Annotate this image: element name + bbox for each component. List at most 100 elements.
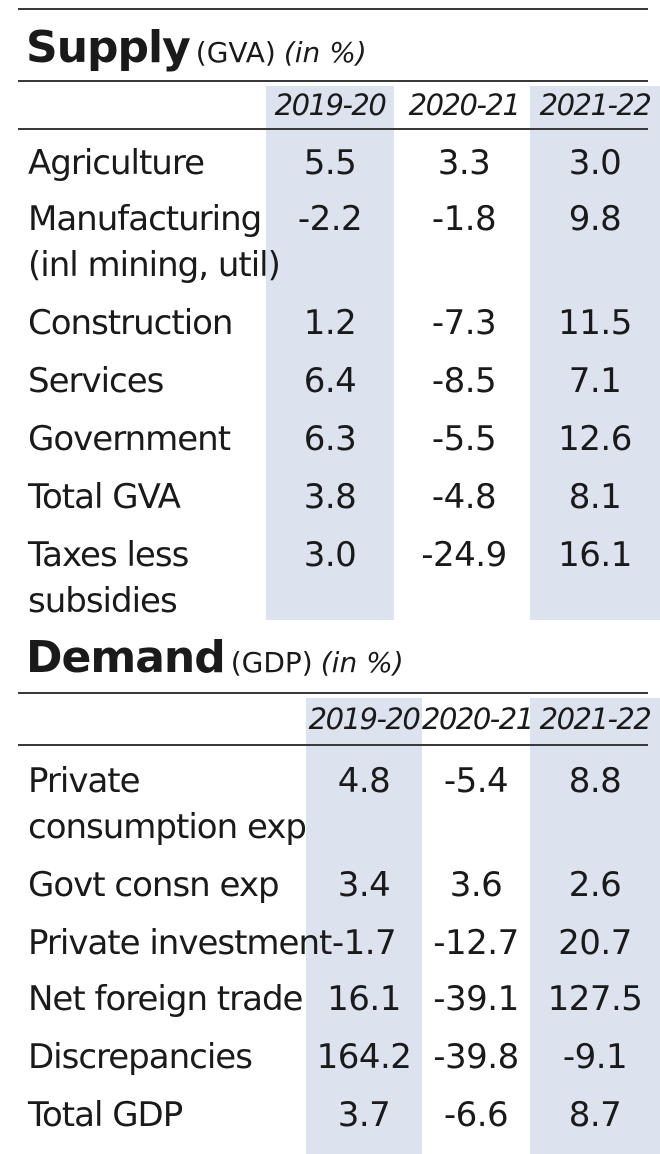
demand-cell-2019-20: -1.7: [331, 923, 397, 963]
supply-row-label-line: Government: [28, 419, 231, 459]
demand-cell-2021-22: 8.7: [568, 1095, 622, 1135]
supply-cell-2019-20: -2.2: [297, 199, 363, 239]
supply-row-label: Construction: [28, 300, 233, 346]
supply-cell-2021-22: 3.0: [568, 143, 622, 183]
demand-table-row: Private consumption exp 4.8 -5.4 8.8: [0, 758, 660, 850]
supply-cell-2020-21: -8.5: [431, 361, 497, 401]
supply-row-label: Total GVA: [28, 474, 181, 520]
supply-header-rule: [18, 128, 648, 130]
supply-row-label: Government: [28, 416, 231, 462]
demand-row-label: Net foreign trade: [28, 976, 303, 1022]
supply-cell-2020-21: 3.3: [437, 143, 491, 183]
supply-title-rule: [18, 80, 648, 82]
demand-row-label: Govt consn exp: [28, 862, 280, 908]
demand-row-label-line: Govt consn exp: [28, 865, 280, 905]
supply-title-subtitle: (GVA): [195, 36, 276, 69]
demand-cell-2021-22: 2.6: [568, 865, 622, 905]
demand-title: Demand (GDP) (in %): [26, 632, 404, 683]
supply-table-row: Services 6.4 -8.5 7.1: [0, 358, 660, 404]
demand-cell-2020-21: -6.6: [443, 1095, 509, 1135]
supply-row-label: Services: [28, 358, 164, 404]
demand-cell-2019-20: 3.7: [337, 1095, 391, 1135]
supply-title-main: Supply: [26, 22, 191, 73]
demand-shade-col-2021: [530, 698, 660, 1154]
demand-cell-2020-21: -5.4: [443, 761, 509, 801]
demand-row-label-line: Private investment: [28, 923, 332, 963]
supply-row-label: Manufacturing (inl mining, util): [28, 196, 281, 288]
top-rule: [18, 8, 648, 10]
demand-table-row: Private investment -1.7 -12.7 20.7: [0, 920, 660, 966]
supply-cell-2021-22: 9.8: [568, 199, 622, 239]
demand-title-rule: [18, 692, 648, 694]
demand-cell-2020-21: -12.7: [433, 923, 519, 963]
demand-cell-2021-22: 127.5: [547, 979, 643, 1019]
supply-row-label: Agriculture: [28, 140, 205, 186]
demand-cell-2020-21: 3.6: [449, 865, 503, 905]
supply-table-row: Agriculture 5.5 3.3 3.0: [0, 140, 660, 186]
demand-cell-2019-20: 164.2: [316, 1037, 412, 1077]
demand-table-row: Discrepancies 164.2 -39.8 -9.1: [0, 1034, 660, 1080]
demand-row-label: Private investment: [28, 920, 332, 966]
demand-shade-col-2019: [306, 698, 422, 1154]
supply-cell-2021-22: 7.1: [568, 361, 622, 401]
demand-year-header-2: 2020-21: [422, 702, 534, 736]
supply-cell-2019-20: 1.2: [303, 303, 357, 343]
supply-row-label-line: Taxes less: [28, 535, 189, 575]
demand-cell-2020-21: -39.8: [433, 1037, 519, 1077]
demand-row-label-line: Private: [28, 761, 141, 801]
demand-cell-2019-20: 3.4: [337, 865, 391, 905]
demand-year-header-3: 2021-22: [539, 702, 652, 736]
supply-cell-2020-21: -5.5: [431, 419, 497, 459]
demand-title-subtitle: (GDP): [230, 646, 313, 679]
supply-cell-2020-21: -1.8: [431, 199, 497, 239]
supply-year-header-1: 2019-20: [274, 88, 387, 122]
supply-row-label: Taxes less subsidies: [28, 532, 189, 624]
demand-header-rule: [18, 744, 648, 746]
supply-row-label-line: subsidies: [28, 581, 178, 621]
demand-table-row: Govt consn exp 3.4 3.6 2.6: [0, 862, 660, 908]
supply-row-label-line: Services: [28, 361, 164, 401]
demand-cell-2019-20: 4.8: [337, 761, 391, 801]
demand-year-header-1: 2019-20: [308, 702, 421, 736]
supply-table-row: Total GVA 3.8 -4.8 8.1: [0, 474, 660, 520]
supply-cell-2019-20: 3.8: [303, 477, 357, 517]
supply-year-header-2: 2020-21: [408, 88, 521, 122]
supply-shade-col-2019: [266, 86, 394, 620]
demand-table-row: Total GDP 3.7 -6.6 8.7: [0, 1092, 660, 1138]
demand-table-row: Net foreign trade 16.1 -39.1 127.5: [0, 976, 660, 1022]
supply-cell-2021-22: 8.1: [568, 477, 622, 517]
supply-cell-2020-21: -7.3: [431, 303, 497, 343]
supply-year-header-3: 2021-22: [539, 88, 652, 122]
demand-row-label-line: Total GDP: [28, 1095, 183, 1135]
supply-table-row: Construction 1.2 -7.3 11.5: [0, 300, 660, 346]
supply-cell-2019-20: 3.0: [303, 535, 357, 575]
demand-row-label-line: Discrepancies: [28, 1037, 253, 1077]
demand-row-label-line: Net foreign trade: [28, 979, 303, 1019]
supply-cell-2020-21: -24.9: [421, 535, 507, 575]
demand-cell-2021-22: -9.1: [562, 1037, 628, 1077]
supply-row-label-line: Total GVA: [28, 477, 181, 517]
supply-row-label-line: (inl mining, util): [28, 245, 281, 285]
supply-table-row: Manufacturing (inl mining, util) -2.2 -1.8 9…: [0, 196, 660, 288]
supply-row-label-line: Construction: [28, 303, 233, 343]
supply-cell-2019-20: 6.4: [303, 361, 357, 401]
demand-cell-2019-20: 16.1: [327, 979, 401, 1019]
demand-row-label-line: consumption exp: [28, 807, 307, 847]
supply-row-label-line: Manufacturing: [28, 199, 262, 239]
supply-cell-2021-22: 16.1: [558, 535, 632, 575]
supply-cell-2019-20: 6.3: [303, 419, 357, 459]
demand-cell-2020-21: -39.1: [433, 979, 519, 1019]
supply-cell-2019-20: 5.5: [303, 143, 357, 183]
demand-cell-2021-22: 8.8: [568, 761, 622, 801]
supply-cell-2020-21: -4.8: [431, 477, 497, 517]
demand-row-label: Discrepancies: [28, 1034, 253, 1080]
demand-row-label: Private consumption exp: [28, 758, 307, 850]
supply-table-row: Taxes less subsidies 3.0 -24.9 16.1: [0, 532, 660, 624]
supply-table-row: Government 6.3 -5.5 12.6: [0, 416, 660, 462]
supply-title: Supply (GVA) (in %): [26, 22, 367, 73]
supply-shade-col-2021: [530, 86, 660, 620]
demand-title-unit: (in %): [320, 646, 404, 679]
demand-title-main: Demand: [26, 632, 226, 683]
demand-row-label: Total GDP: [28, 1092, 183, 1138]
